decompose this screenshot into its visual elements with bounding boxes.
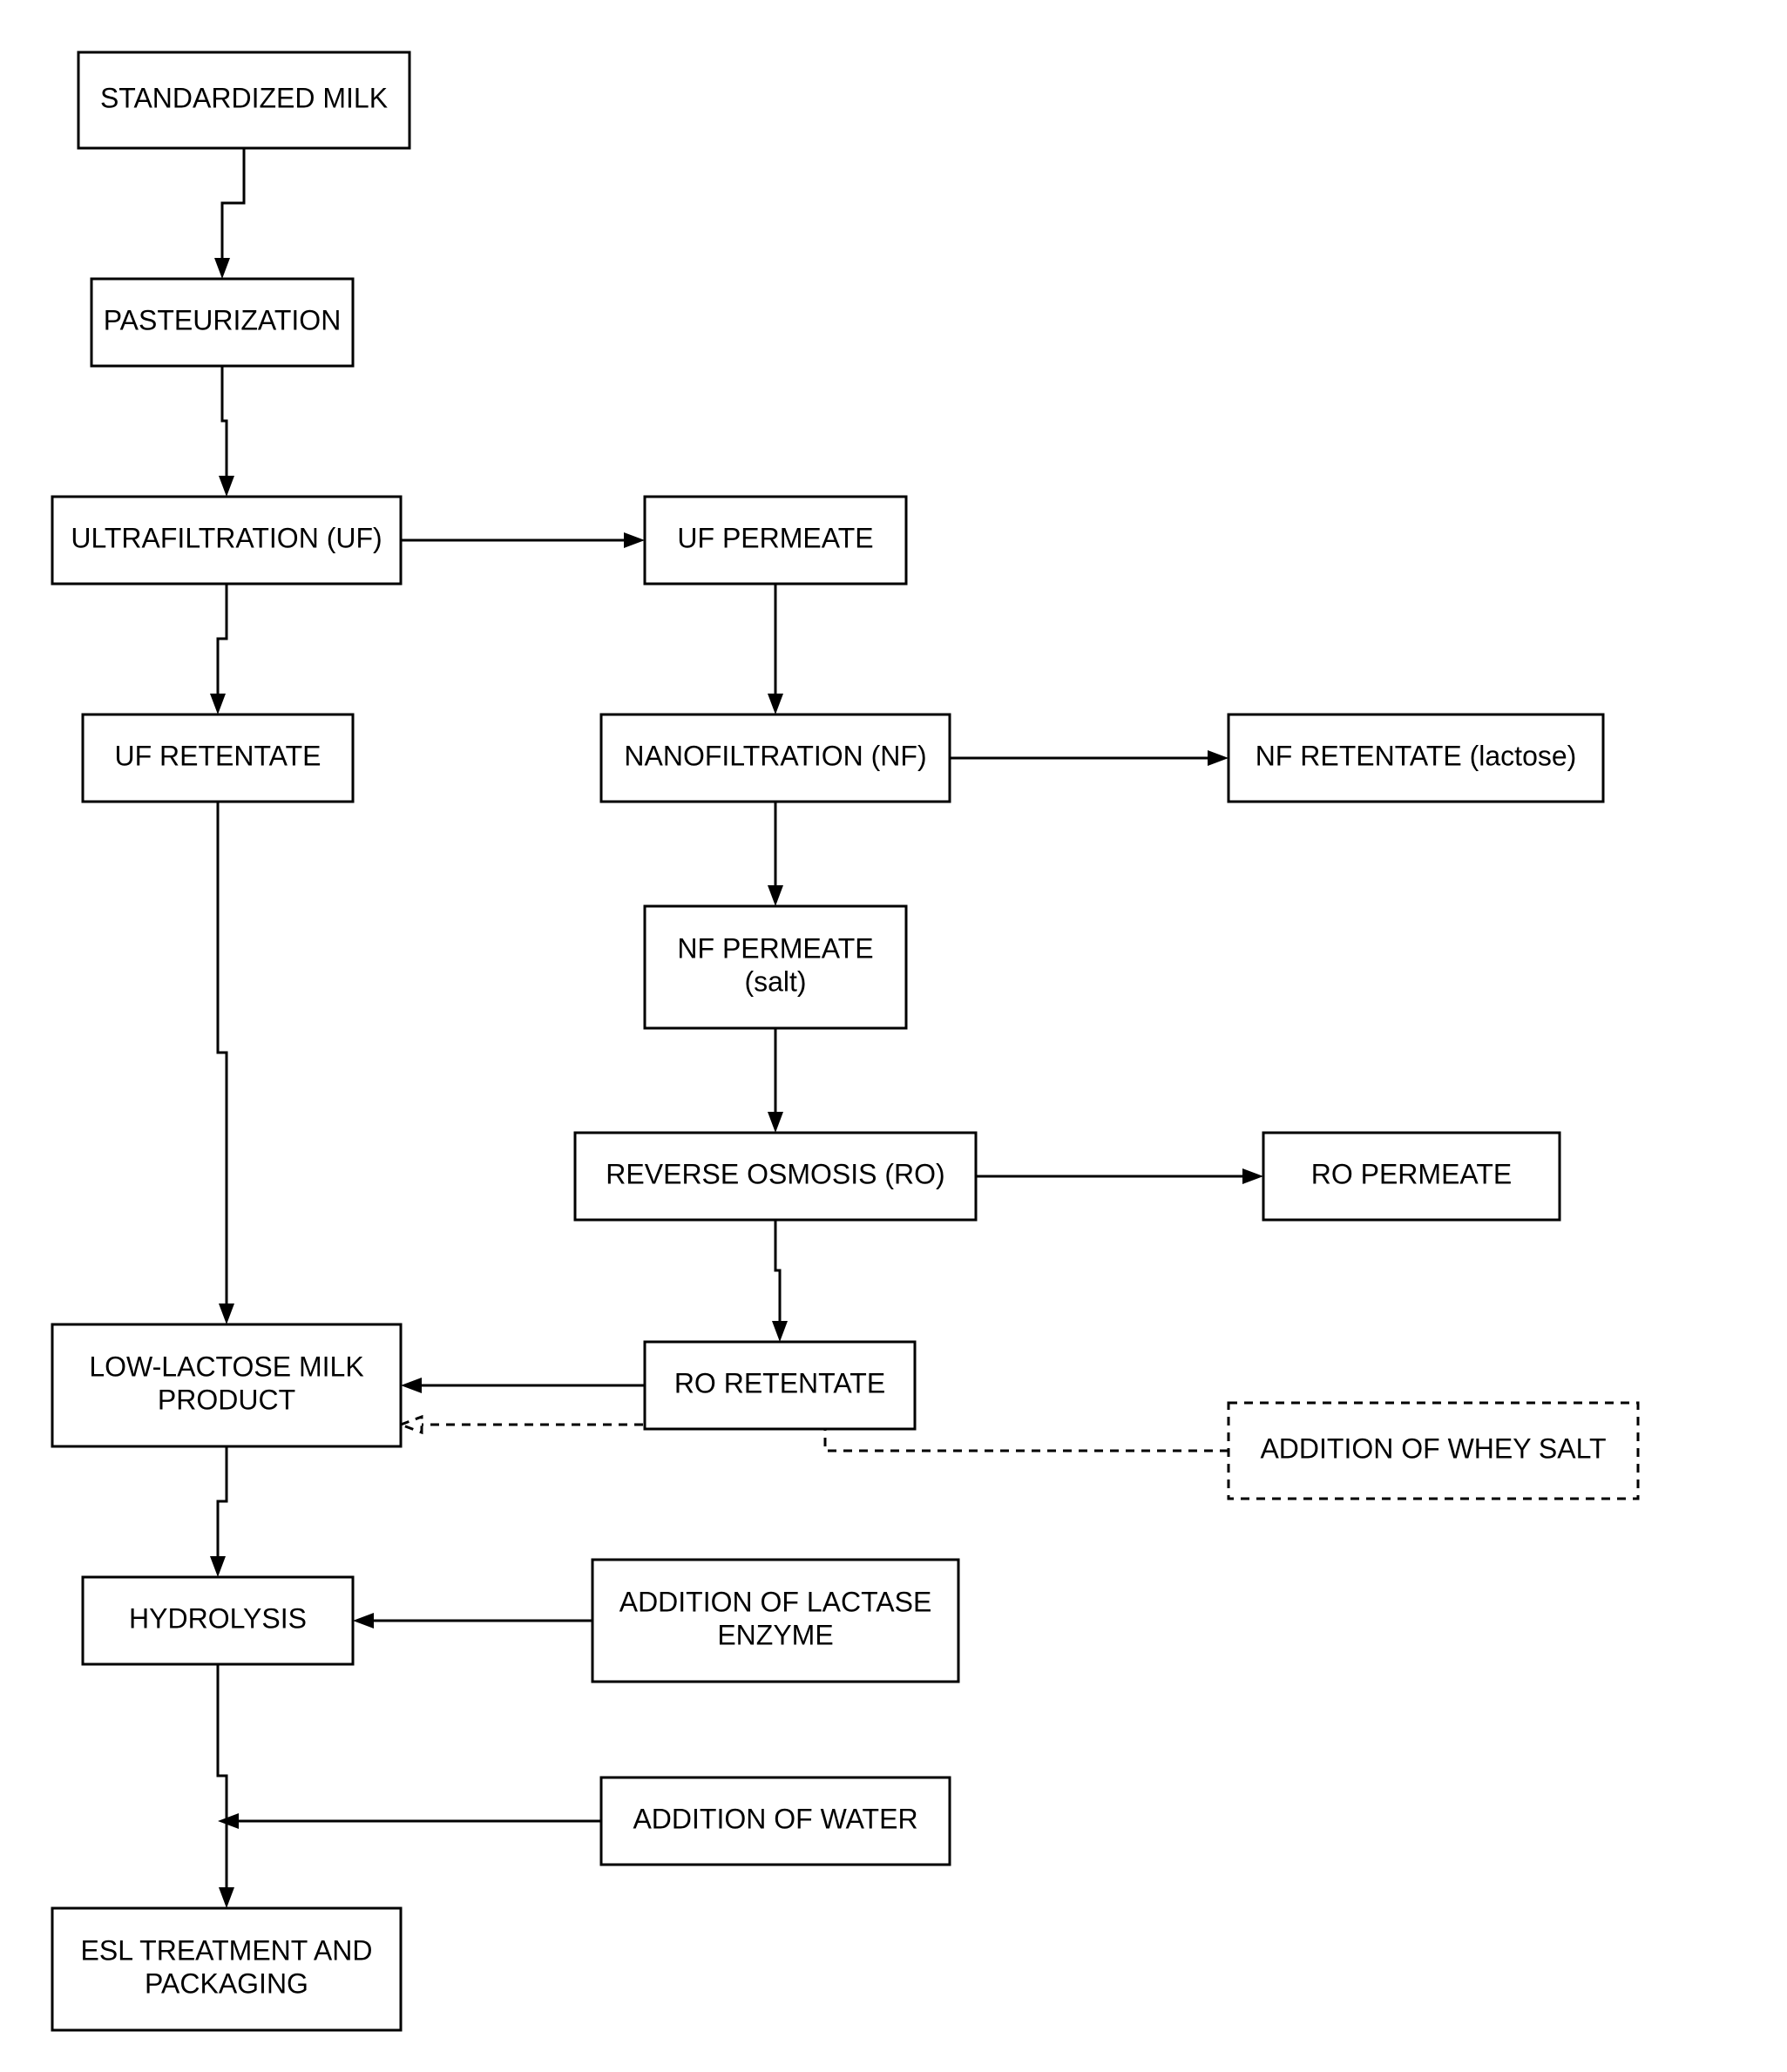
- node-nf_permeate-label: (salt): [744, 965, 806, 997]
- node-hydrolysis-label: HYDROLYSIS: [129, 1602, 307, 1634]
- node-nf_retentate: NF RETENTATE (lactose): [1229, 714, 1603, 802]
- node-std_milk: STANDARDIZED MILK: [78, 52, 410, 148]
- edge-std_milk-pasteurization: [222, 148, 244, 258]
- node-ll_product-label: LOW-LACTOSE MILK: [89, 1351, 363, 1382]
- edge-uf-uf_retentate: [218, 584, 227, 694]
- node-nf_retentate-label: NF RETENTATE (lactose): [1256, 740, 1577, 771]
- node-pasteurization-label: PASTEURIZATION: [104, 304, 342, 335]
- node-whey_salt: ADDITION OF WHEY SALT: [1229, 1403, 1638, 1499]
- edge-hydrolysis-esl: [218, 1664, 227, 1887]
- node-ro_permeate: RO PERMEATE: [1263, 1133, 1560, 1220]
- node-uf_permeate-label: UF PERMEATE: [677, 522, 873, 553]
- node-lactase-label: ADDITION OF LACTASE: [619, 1586, 932, 1617]
- flowchart-canvas: STANDARDIZED MILK PASTEURIZATION ULTRAFILT…: [0, 0, 1787, 2072]
- node-nf: NANOFILTRATION (NF): [601, 714, 950, 802]
- edge-uf_retentate-ll_product: [218, 802, 227, 1303]
- node-uf_retentate: UF RETENTATE: [83, 714, 353, 802]
- node-uf_retentate-label: UF RETENTATE: [114, 740, 321, 771]
- node-hydrolysis: HYDROLYSIS: [83, 1577, 353, 1664]
- node-nf_permeate-label: NF PERMEATE: [677, 932, 873, 964]
- node-nf_permeate: NF PERMEATE(salt): [645, 906, 906, 1028]
- edge-pasteurization-uf: [222, 366, 227, 476]
- node-ro_retentate: RO RETENTATE: [645, 1342, 915, 1429]
- node-esl-label: PACKAGING: [145, 1967, 308, 1999]
- edge-ll_product-hydrolysis: [218, 1446, 227, 1556]
- node-esl-label: ESL TREATMENT AND: [81, 1934, 373, 1966]
- node-lactase-label: ENZYME: [717, 1619, 833, 1650]
- node-lactase: ADDITION OF LACTASEENZYME: [592, 1560, 958, 1682]
- node-ll_product-label: PRODUCT: [158, 1384, 295, 1415]
- node-esl: ESL TREATMENT ANDPACKAGING: [52, 1908, 401, 2030]
- node-ro_permeate-label: RO PERMEATE: [1311, 1158, 1513, 1189]
- node-water: ADDITION OF WATER: [601, 1777, 950, 1865]
- node-nf-label: NANOFILTRATION (NF): [624, 740, 926, 771]
- node-ro-label: REVERSE OSMOSIS (RO): [606, 1158, 944, 1189]
- node-std_milk-label: STANDARDIZED MILK: [100, 82, 388, 113]
- edge-ro-ro_retentate: [775, 1220, 780, 1321]
- node-uf: ULTRAFILTRATION (UF): [52, 497, 401, 584]
- node-ro: REVERSE OSMOSIS (RO): [575, 1133, 976, 1220]
- node-uf_permeate: UF PERMEATE: [645, 497, 906, 584]
- node-water-label: ADDITION OF WATER: [633, 1803, 917, 1834]
- node-ll_product: LOW-LACTOSE MILKPRODUCT: [52, 1324, 401, 1446]
- node-whey_salt-label: ADDITION OF WHEY SALT: [1260, 1432, 1606, 1464]
- node-ro_retentate-label: RO RETENTATE: [674, 1367, 885, 1398]
- node-pasteurization: PASTEURIZATION: [91, 279, 353, 366]
- node-uf-label: ULTRAFILTRATION (UF): [71, 522, 382, 553]
